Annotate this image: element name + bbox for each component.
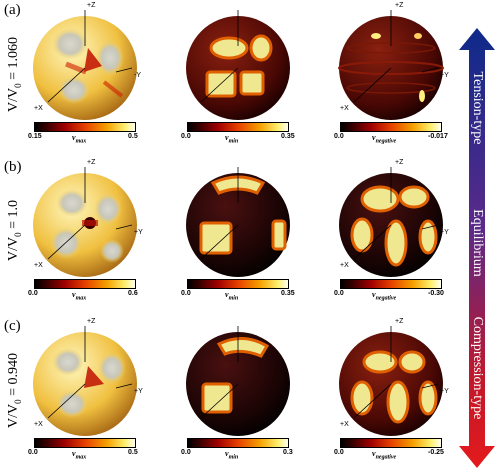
colorbar-max-tick: 0.6 — [128, 290, 138, 297]
sphere-vnegative — [339, 326, 443, 436]
axis-z-label: +Z — [87, 318, 96, 325]
axis-x-label: +X — [340, 105, 349, 112]
plot-vnegative: +Z +Y +X 0.0 -0.30 vnegative — [316, 157, 466, 307]
axis-z-label: +Z — [395, 2, 404, 9]
colorbar-min-tick: 0.0 — [181, 133, 191, 140]
sphere-vnegative — [339, 167, 443, 277]
axis-x-label: +X — [34, 105, 43, 112]
colorbar — [187, 438, 289, 448]
colorbar-max-tick: 0.35 — [281, 290, 295, 297]
row-a: (a) V/V0 = 1.060 +Z -Y +X 0.15 0.5 vmax — [0, 0, 460, 156]
sphere-vmin — [186, 326, 290, 436]
colorbar-max-tick: -0.25 — [428, 449, 444, 456]
colorbar-max-tick: 0.3 — [283, 449, 293, 456]
colorbar-max-tick: -0.30 — [428, 290, 444, 297]
colorbar-min-tick: 0.0 — [334, 290, 344, 297]
axis-y-label: +Y — [134, 388, 143, 395]
panel-label: (b) — [4, 159, 22, 175]
colorbar-max-tick: 0.5 — [128, 449, 138, 456]
colorbar-min-tick: 0.0 — [334, 449, 344, 456]
colorbar-variable-label: vmin — [225, 133, 239, 145]
colorbar-variable-label: vnegative — [372, 290, 397, 302]
axis-z-label: +Z — [395, 159, 404, 166]
colorbar — [34, 438, 136, 448]
plot-vmin: 0.0 0.3 vmin — [163, 316, 313, 466]
sphere-vmax — [33, 326, 137, 436]
plot-vmax: +Z +Y +X 0.0 0.5 vmax — [10, 316, 160, 466]
plot-vmax: +Z +Y +X 0.0 0.6 vmax — [10, 157, 160, 307]
colorbar — [34, 279, 136, 289]
panel-label: (c) — [4, 318, 21, 334]
colorbar-min-tick: 0.0 — [181, 449, 191, 456]
sphere-vmax — [33, 10, 137, 120]
axis-y-label: -Y — [134, 72, 141, 79]
row-c: (c) V/V0 = 0.940 +Z +Y +X 0.0 0.5 vmax — [0, 316, 460, 472]
colorbar-max-tick: 0.5 — [128, 133, 138, 140]
colorbar-min-tick: 0.0 — [28, 449, 38, 456]
colorbar-variable-label: vnegative — [372, 449, 397, 461]
sphere-vmin — [186, 10, 290, 120]
colorbar-variable-label: vmax — [72, 133, 87, 145]
colorbar — [340, 122, 442, 132]
axis-x-label: +X — [34, 262, 43, 269]
colorbar-min-tick: 0.15 — [28, 133, 42, 140]
axis-y-label: +Y — [440, 72, 449, 79]
colorbar-min-tick: 0.0 — [181, 290, 191, 297]
plot-vmax: +Z -Y +X 0.15 0.5 vmax — [10, 0, 160, 150]
colorbar-variable-label: vmax — [72, 290, 87, 302]
axis-x-label: +X — [340, 262, 349, 269]
colorbar-variable-label: vnegative — [372, 133, 397, 145]
sphere-vmax — [33, 167, 137, 277]
colorbar — [187, 279, 289, 289]
colorbar-variable-label: vmin — [225, 290, 239, 302]
gradient-arrow-icon — [459, 28, 495, 468]
colorbar-max-tick: -0.017 — [428, 133, 448, 140]
colorbar — [34, 122, 136, 132]
colorbar-max-tick: 0.35 — [281, 133, 295, 140]
axis-z-label: +Z — [87, 2, 96, 9]
tension-type-label: Tension-type — [470, 71, 485, 145]
plot-vmin: 0.0 0.35 vmin — [163, 0, 313, 150]
colorbar-variable-label: vmax — [72, 449, 87, 461]
colorbar — [340, 438, 442, 448]
panel-label: (a) — [4, 2, 21, 18]
equilibrium-label: Equilibrium — [470, 209, 485, 277]
colorbar — [187, 122, 289, 132]
axis-x-label: +X — [340, 421, 349, 428]
sphere-vmin — [186, 167, 290, 277]
axis-z-label: +Z — [395, 318, 404, 325]
axis-y-label: +Y — [440, 388, 449, 395]
plot-vnegative: +Z +Y +X 0.0 -0.25 vnegative — [316, 316, 466, 466]
plot-vnegative: +Z +Y +X 0.0 -0.017 vnegative — [316, 0, 466, 150]
colorbar — [340, 279, 442, 289]
axis-x-label: +X — [34, 421, 43, 428]
axis-z-label: +Z — [87, 159, 96, 166]
colorbar-min-tick: 0.0 — [28, 290, 38, 297]
colorbar-min-tick: 0.0 — [334, 133, 344, 140]
tension-compression-arrow: Tension-type Equilibrium Compression-typ… — [459, 28, 495, 468]
plot-vmin: 0.0 0.35 vmin — [163, 157, 313, 307]
axis-y-label: +Y — [134, 229, 143, 236]
compression-type-label: Compression-type — [470, 316, 485, 420]
colorbar-variable-label: vmin — [225, 449, 239, 461]
row-b: (b) V/V0 = 1.0 +Z +Y +X 0.0 0.6 vmax — [0, 157, 460, 313]
sphere-vnegative — [338, 10, 444, 120]
axis-y-label: +Y — [440, 229, 449, 236]
